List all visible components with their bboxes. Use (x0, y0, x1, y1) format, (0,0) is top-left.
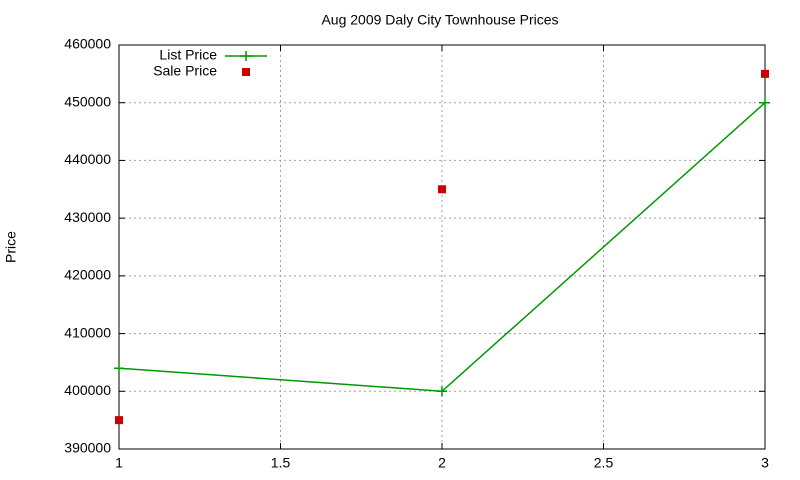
y-tick-label: 460000 (64, 36, 111, 52)
point (760, 97, 770, 108)
point (438, 185, 446, 194)
x-tick-label: 1 (115, 455, 123, 471)
y-tick-label: 450000 (64, 93, 111, 109)
point (115, 416, 123, 425)
y-tick-label: 430000 (64, 209, 111, 225)
y-tick-label: 420000 (64, 267, 111, 283)
legend-marker (242, 68, 250, 76)
y-tick-label: 440000 (64, 151, 111, 167)
legend-label: List Price (159, 47, 217, 63)
x-tick-label: 2 (438, 455, 446, 471)
x-tick-label: 1.5 (271, 455, 291, 471)
point (761, 69, 769, 78)
legend-marker (241, 51, 251, 61)
point (114, 363, 124, 374)
y-tick-label: 400000 (64, 382, 111, 398)
plot-border (118, 44, 766, 450)
y-tick-label: 390000 (64, 440, 111, 456)
y-axis-label: Price (3, 231, 19, 263)
chart-title: Aug 2009 Daly City Townhouse Prices (321, 12, 558, 28)
point (437, 386, 447, 397)
x-tick-label: 3 (761, 455, 769, 471)
x-tick-label: 2.5 (594, 455, 614, 471)
y-tick-label: 410000 (64, 324, 111, 340)
legend-label: Sale Price (153, 63, 217, 79)
